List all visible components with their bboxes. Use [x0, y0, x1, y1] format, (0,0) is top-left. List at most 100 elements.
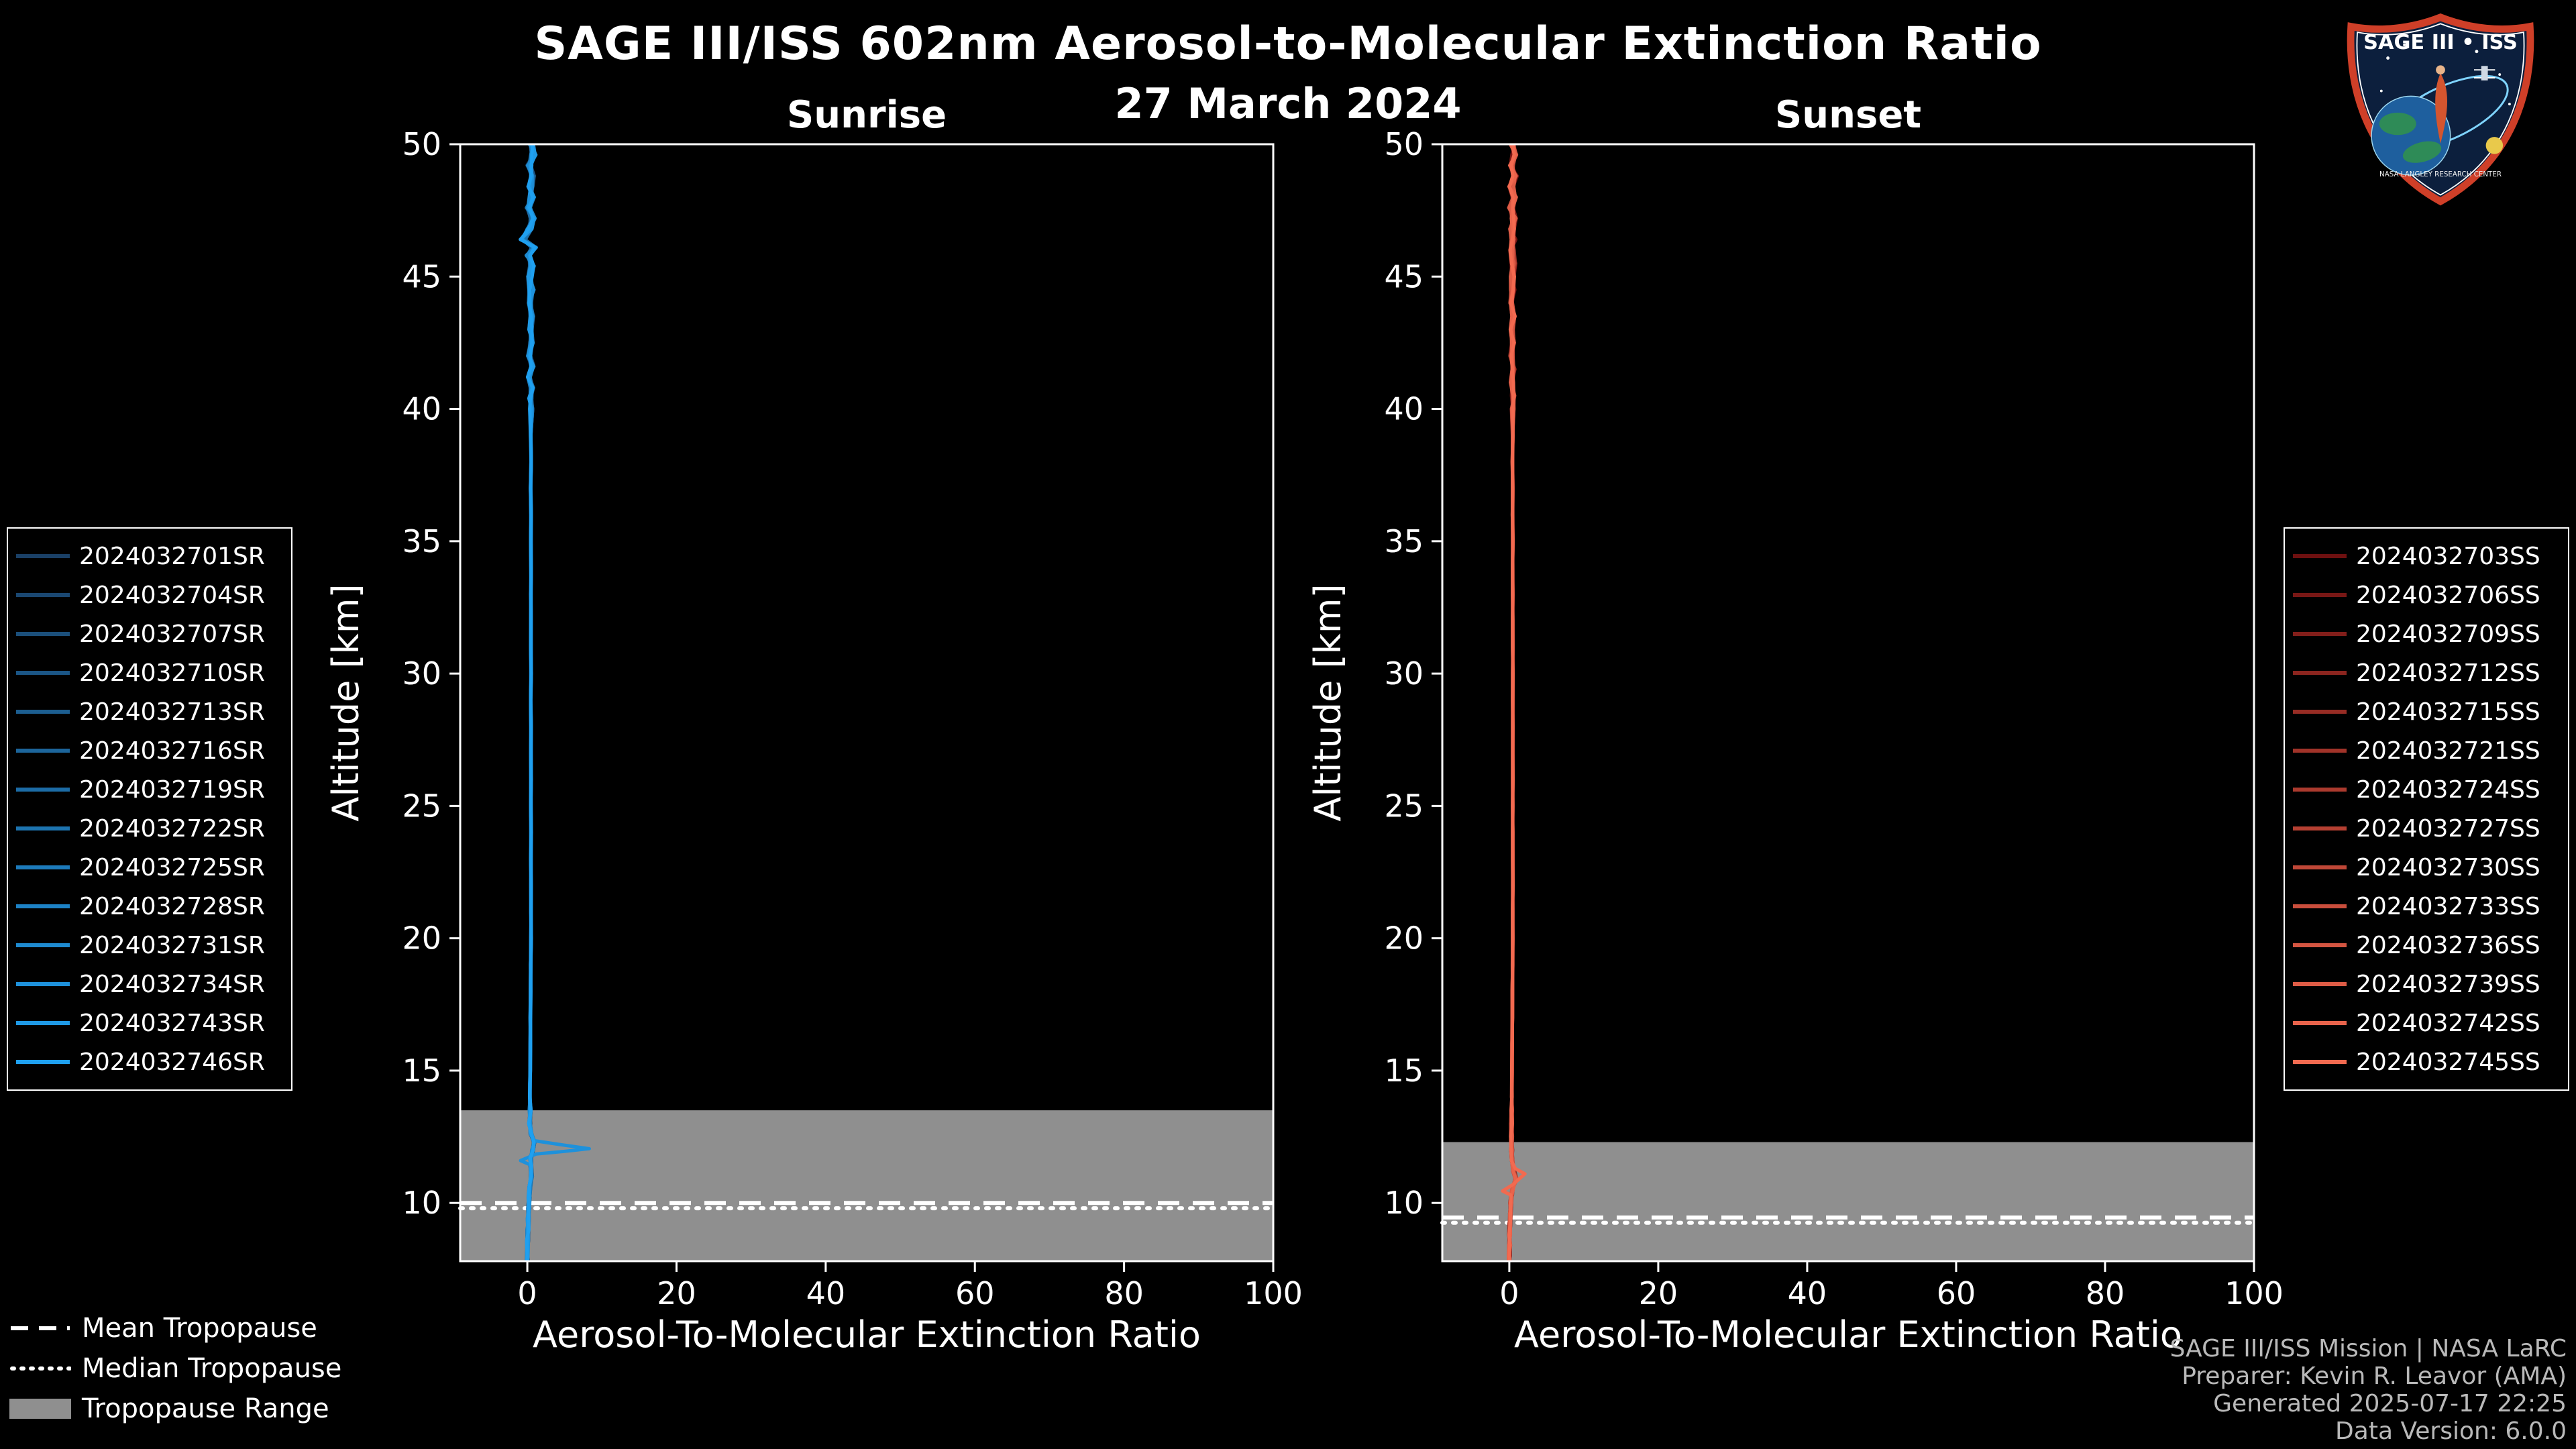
legend-line-sample	[2293, 671, 2347, 675]
x-tick-label: 100	[1244, 1275, 1303, 1311]
y-tick-label: 40	[1384, 391, 1424, 427]
y-tick-label: 10	[1384, 1185, 1424, 1221]
legend-item-label: 2024032704SR	[79, 581, 265, 609]
y-tick-label: 45	[1384, 258, 1424, 294]
legend-item: 2024032710SR	[15, 653, 284, 692]
legend-line-sample	[2293, 749, 2347, 753]
legend-item: 2024032727SS	[2292, 809, 2561, 848]
legend-item: 2024032701SR	[15, 537, 284, 576]
profile-line	[519, 144, 537, 1262]
legend-item: 2024032715SS	[2292, 692, 2561, 731]
legend-line-sample	[16, 593, 70, 597]
y-tick-label: 35	[402, 523, 441, 559]
x-tick-label: 80	[2086, 1275, 2125, 1311]
legend-line-sample	[2293, 982, 2347, 986]
legend-item: 2024032733SS	[2292, 887, 2561, 926]
dashed-line-sample	[11, 1326, 70, 1330]
legend-line-sample	[2293, 593, 2347, 597]
credit-generated: Generated 2025-07-17 22:25	[2213, 1390, 2567, 1417]
tropopause-range-band	[460, 1110, 1273, 1261]
legend-item-label: 2024032719SR	[79, 775, 265, 804]
x-tick-label: 80	[1104, 1275, 1144, 1311]
x-tick-label: 100	[2224, 1275, 2284, 1311]
legend-item: 2024032724SS	[2292, 770, 2561, 809]
legend-line-sample	[16, 749, 70, 753]
legend-item: 2024032736SS	[2292, 926, 2561, 965]
legend-item: 2024032731SR	[15, 926, 284, 965]
x-tick-label: 40	[1788, 1275, 1827, 1311]
legend-item: 2024032709SS	[2292, 614, 2561, 653]
legend-item-label: 2024032730SS	[2356, 853, 2540, 881]
legend-item-label: 2024032742SS	[2356, 1009, 2540, 1037]
legend-item: 2024032719SR	[15, 770, 284, 809]
y-tick-label: 30	[1384, 655, 1424, 692]
moon-icon	[2485, 137, 2504, 154]
legend-item: 2024032728SR	[15, 887, 284, 926]
legend-item: 2024032743SR	[15, 1004, 284, 1042]
y-tick-label: 20	[402, 920, 441, 957]
x-tick-label: 60	[955, 1275, 995, 1311]
legend-item: 2024032734SR	[15, 965, 284, 1004]
legend-item-label: 2024032736SS	[2356, 931, 2540, 959]
legend-item-label: 2024032706SS	[2356, 581, 2540, 609]
legend-item-label: 2024032746SR	[79, 1048, 265, 1076]
legend-item-label: 2024032728SR	[79, 892, 265, 920]
tropopause-range-band	[1442, 1142, 2254, 1261]
credit-version: Data Version: 6.0.0	[2335, 1417, 2567, 1445]
legend-item-label: 2024032715SS	[2356, 698, 2540, 726]
tropopause-legend: Mean Tropopause Median Tropopause Tropop…	[9, 1308, 341, 1429]
legend-label: Mean Tropopause	[82, 1313, 317, 1344]
logo-title: SAGE III • ISS	[2363, 31, 2518, 54]
legend-line-sample	[2293, 554, 2347, 558]
legend-item: 2024032745SS	[2292, 1042, 2561, 1081]
legend-item-label: 2024032716SR	[79, 737, 265, 765]
legend-line-sample	[16, 671, 70, 675]
legend-item: 2024032730SS	[2292, 848, 2561, 887]
legend-line-sample	[2293, 904, 2347, 908]
legend-item-label: 2024032703SS	[2356, 542, 2540, 570]
sunrise-series-legend: 2024032701SR 2024032704SR 2024032707SR 2024…	[7, 527, 292, 1091]
x-axis-label: Aerosol-To-Molecular Extinction Ratio	[1514, 1313, 2182, 1356]
plot-border	[459, 143, 1275, 1263]
y-tick-label: 50	[1384, 126, 1424, 162]
legend-line-sample	[2293, 1060, 2347, 1064]
y-axis-label: Altitude [km]	[325, 584, 367, 821]
legend-item: 2024032703SS	[2292, 537, 2561, 576]
legend-line-sample	[16, 943, 70, 947]
legend-line-sample	[16, 865, 70, 869]
legend-item: 2024032706SS	[2292, 576, 2561, 614]
credit-preparer: Preparer: Kevin R. Leavor (AMA)	[2182, 1362, 2567, 1390]
legend-item: 2024032713SR	[15, 692, 284, 731]
panel-title: Sunset	[1775, 93, 1921, 137]
y-tick-label: 40	[402, 391, 441, 427]
x-tick-label: 20	[1639, 1275, 1678, 1311]
legend-label: Median Tropopause	[82, 1353, 342, 1384]
credit-mission: SAGE III/ISS Mission | NASA LaRC	[2169, 1335, 2567, 1362]
profile-line	[1501, 144, 1527, 1262]
legend-label: Tropopause Range	[82, 1393, 329, 1424]
legend-line-sample	[16, 982, 70, 986]
legend-item-label: 2024032712SS	[2356, 659, 2540, 687]
legend-item: 2024032704SR	[15, 576, 284, 614]
legend-item-label: 2024032709SS	[2356, 620, 2540, 648]
y-tick-label: 20	[1384, 920, 1424, 957]
legend-line-sample	[2293, 632, 2347, 636]
y-tick-label: 30	[402, 655, 441, 692]
legend-line-sample	[2293, 788, 2347, 792]
legend-line-sample	[16, 1021, 70, 1025]
logo-figure	[2435, 73, 2448, 144]
x-tick-label: 0	[1499, 1275, 1519, 1311]
dotted-line-sample	[10, 1366, 71, 1371]
plot-border	[1441, 143, 2255, 1263]
legend-item: 2024032742SS	[2292, 1004, 2561, 1042]
y-tick-label: 10	[402, 1185, 441, 1221]
iss-icon	[2481, 66, 2488, 80]
legend-item: 2024032716SR	[15, 731, 284, 770]
y-tick-label: 15	[1384, 1053, 1424, 1089]
figure-date: 27 March 2024	[1114, 79, 1462, 128]
y-axis-label: Altitude [km]	[1307, 584, 1349, 821]
legend-item-label: 2024032710SR	[79, 659, 265, 687]
legend-line-sample	[16, 904, 70, 908]
